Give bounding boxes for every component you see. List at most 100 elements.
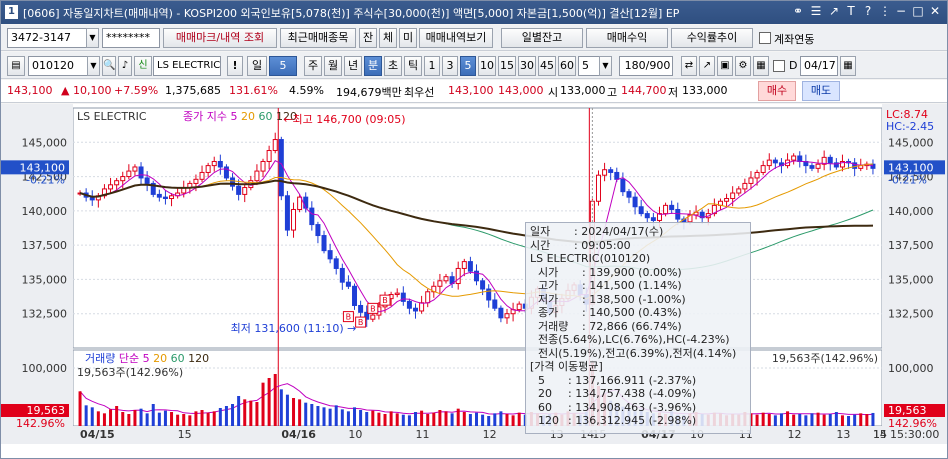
- trade-mark-button[interactable]: 매매마크/내역 조회: [163, 28, 277, 48]
- close-icon[interactable]: ✕: [929, 4, 941, 18]
- trade-amount: 194,679백만: [336, 86, 402, 99]
- trade-history-button[interactable]: 매매내역보기: [419, 28, 493, 48]
- period-day-button[interactable]: 일: [247, 56, 267, 76]
- popout-icon[interactable]: ↗: [828, 4, 840, 18]
- interval-45-button[interactable]: 45: [538, 56, 556, 76]
- code-dropdown-icon[interactable]: ▼: [87, 56, 100, 76]
- volume-bar: [249, 400, 253, 426]
- volume-bar: [499, 411, 503, 426]
- trade-profit-button[interactable]: 매매수익: [586, 28, 668, 48]
- period-month-button[interactable]: 월: [324, 56, 342, 76]
- interval-60-button[interactable]: 60: [558, 56, 576, 76]
- balance-button[interactable]: 잔: [359, 28, 377, 48]
- candle: [120, 176, 126, 182]
- candle: [644, 213, 650, 219]
- interval-5-button[interactable]: 5: [460, 56, 476, 76]
- period-tick-button[interactable]: 틱: [404, 56, 422, 76]
- sell-button[interactable]: 매도: [802, 81, 840, 101]
- candle: [205, 165, 211, 173]
- candle: [474, 270, 479, 282]
- chart-area[interactable]: 145,000 145,000 142,500 142,500 140,000 140,0…: [1, 104, 947, 459]
- candle: [394, 292, 400, 296]
- date-input[interactable]: 04/17: [800, 56, 838, 76]
- volume-bar: [792, 414, 796, 426]
- volume-bar: [127, 414, 131, 426]
- candle: [339, 267, 345, 283]
- font-icon[interactable]: T: [847, 4, 855, 18]
- x-tick: 04/15: [80, 428, 115, 441]
- trend-icon[interactable]: ↗: [699, 56, 715, 76]
- vol-pct-left: 142.96%: [16, 417, 65, 430]
- date-checkbox[interactable]: [773, 60, 785, 72]
- minimize-icon[interactable]: −: [895, 4, 907, 18]
- candle: [333, 258, 339, 269]
- range-field[interactable]: 180/900: [619, 56, 673, 76]
- time-label: 15:30:00: [890, 428, 939, 441]
- period-day-value[interactable]: 5: [269, 56, 297, 76]
- tooltip-close-key: 종가: [538, 306, 559, 319]
- legend-item: 60: [259, 110, 277, 123]
- x-tick: 12: [483, 428, 497, 441]
- account-link-checkbox[interactable]: [759, 32, 771, 44]
- count-dropdown-icon[interactable]: ▼: [599, 56, 612, 76]
- candle: [297, 196, 303, 210]
- settings-icon[interactable]: ☰: [810, 4, 822, 18]
- unfilled-button[interactable]: 미: [399, 28, 417, 48]
- y-tick-left: 135,000: [22, 273, 68, 286]
- link-icon[interactable]: ⚭: [792, 4, 804, 18]
- low-label: 저: [668, 86, 679, 99]
- tooltip-ma20: : 134,757.438 (-4.09%): [568, 387, 697, 400]
- period-second-button[interactable]: 초: [384, 56, 402, 76]
- profit-rate-button[interactable]: 수익률추이: [671, 28, 753, 48]
- daily-balance-button[interactable]: 일별잔고: [501, 28, 583, 48]
- account-select[interactable]: 3472-3147: [7, 28, 99, 48]
- volume-bar: [462, 412, 466, 426]
- volume-bar: [237, 396, 241, 426]
- help-icon[interactable]: ?: [864, 4, 872, 18]
- candle: [266, 150, 272, 162]
- low-price: 133,000: [682, 84, 728, 97]
- period-year-button[interactable]: 년: [344, 56, 362, 76]
- buy-button[interactable]: 매수: [758, 81, 796, 101]
- search-icon[interactable]: 🔍: [102, 56, 116, 76]
- vol-current-box-left: [1, 404, 69, 417]
- recent-trades-button[interactable]: 최근매매종목: [280, 28, 356, 48]
- candle: [406, 300, 412, 309]
- compare-icon[interactable]: ⇄: [681, 56, 697, 76]
- candle: [309, 207, 315, 226]
- volume-bar: [371, 410, 375, 426]
- candle: [626, 191, 632, 198]
- interval-10-button[interactable]: 10: [478, 56, 496, 76]
- volume-bar: [804, 415, 808, 426]
- account-dropdown-icon[interactable]: ▼: [86, 28, 99, 48]
- save-icon[interactable]: ▣: [717, 56, 733, 76]
- interval-15-button[interactable]: 15: [498, 56, 516, 76]
- stock-code-input[interactable]: 010120: [28, 56, 100, 76]
- speaker-icon[interactable]: ♪: [118, 56, 132, 76]
- period-week-button[interactable]: 주: [304, 56, 322, 76]
- pin-icon[interactable]: ⋮: [879, 4, 891, 18]
- layout-icon[interactable]: ▤: [7, 56, 25, 76]
- alert-icon[interactable]: !: [227, 56, 243, 76]
- window-number: 1: [5, 5, 18, 19]
- volume-bar: [444, 411, 448, 426]
- candle: [760, 165, 766, 173]
- volume-bar: [468, 414, 472, 426]
- password-field[interactable]: ********: [102, 28, 160, 48]
- volume-bar: [511, 415, 515, 426]
- image-icon[interactable]: ▦: [753, 56, 769, 76]
- executed-button[interactable]: 체: [379, 28, 397, 48]
- interval-1-button[interactable]: 1: [424, 56, 440, 76]
- maximize-icon[interactable]: □: [912, 4, 924, 18]
- calendar-icon[interactable]: ▦: [840, 56, 856, 76]
- candle: [480, 280, 486, 290]
- interval-30-button[interactable]: 30: [518, 56, 536, 76]
- period-minute-button[interactable]: 분: [364, 56, 382, 76]
- gear-icon[interactable]: ⚙: [735, 56, 751, 76]
- candle: [315, 224, 321, 237]
- tooltip-volume: : 72,866 (66.74%): [582, 319, 682, 333]
- interval-3-button[interactable]: 3: [442, 56, 458, 76]
- volume-bar: [96, 411, 100, 426]
- candle: [730, 192, 736, 200]
